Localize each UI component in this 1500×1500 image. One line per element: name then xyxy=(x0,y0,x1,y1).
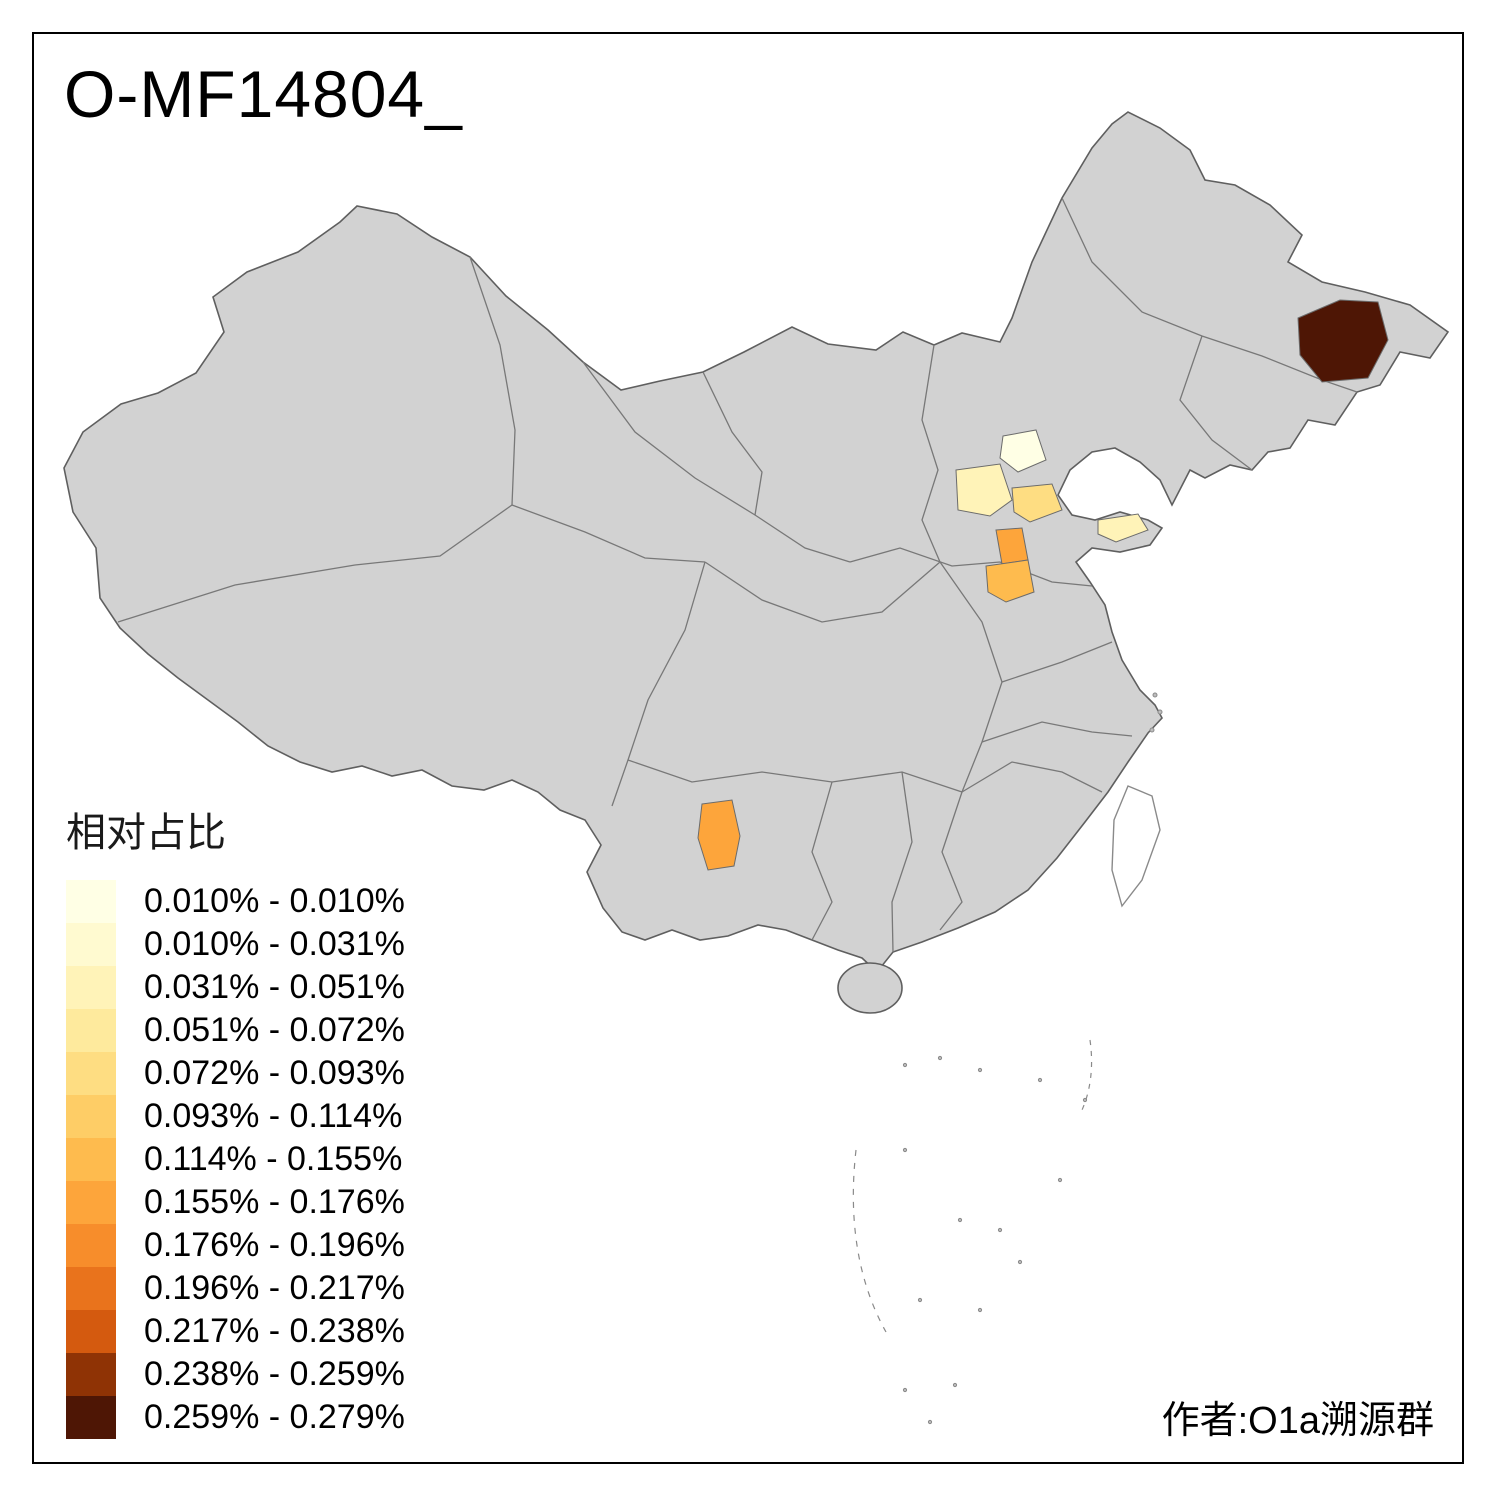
legend-item: 0.238% - 0.259% xyxy=(66,1353,405,1396)
legend-item: 0.010% - 0.031% xyxy=(66,923,405,966)
legend-rows: 0.010% - 0.010% 0.010% - 0.031% 0.031% -… xyxy=(66,880,405,1439)
legend-item: 0.196% - 0.217% xyxy=(66,1267,405,1310)
legend-label: 0.031% - 0.051% xyxy=(144,968,405,1006)
legend-swatch xyxy=(66,1095,116,1138)
legend-item: 0.259% - 0.279% xyxy=(66,1396,405,1439)
legend-swatch xyxy=(66,923,116,966)
legend-label: 0.238% - 0.259% xyxy=(144,1355,405,1393)
region-shandong-southwest xyxy=(985,559,1035,603)
page-title: O-MF14804_ xyxy=(64,57,463,131)
region-northeast-dark xyxy=(1297,299,1389,383)
legend-label: 0.217% - 0.238% xyxy=(144,1312,405,1350)
region-beijing-pale xyxy=(999,429,1047,473)
region-yunnan-central xyxy=(697,799,741,871)
legend-swatch xyxy=(66,1267,116,1310)
legend-item: 0.217% - 0.238% xyxy=(66,1310,405,1353)
legend-label: 0.010% - 0.010% xyxy=(144,882,405,920)
legend-item: 0.031% - 0.051% xyxy=(66,966,405,1009)
legend-label: 0.259% - 0.279% xyxy=(144,1398,405,1436)
legend-label: 0.114% - 0.155% xyxy=(144,1140,403,1178)
legend-title: 相对占比 xyxy=(66,811,226,855)
legend-swatch xyxy=(66,1138,116,1181)
south-china-sea-islands xyxy=(852,692,1163,1425)
legend-label: 0.155% - 0.176% xyxy=(144,1183,405,1221)
plot-frame xyxy=(32,32,1464,1464)
china-mainland-outline xyxy=(63,111,1450,974)
legend-item: 0.155% - 0.176% xyxy=(66,1181,405,1224)
legend-label: 0.196% - 0.217% xyxy=(144,1269,405,1307)
legend: 相对占比 0.010% - 0.010% 0.010% - 0.031% 0.0… xyxy=(66,800,405,1439)
legend-swatch xyxy=(66,1396,116,1439)
legend-swatch xyxy=(66,1052,116,1095)
legend-item: 0.176% - 0.196% xyxy=(66,1224,405,1267)
legend-item: 0.072% - 0.093% xyxy=(66,1052,405,1095)
region-shandong-west xyxy=(995,527,1029,565)
legend-label: 0.010% - 0.031% xyxy=(144,925,405,963)
legend-item: 0.051% - 0.072% xyxy=(66,1009,405,1052)
legend-item: 0.114% - 0.155% xyxy=(66,1138,405,1181)
legend-swatch xyxy=(66,1181,116,1224)
legend-swatch xyxy=(66,880,116,923)
hainan-island xyxy=(837,962,903,1014)
legend-label: 0.072% - 0.093% xyxy=(144,1054,405,1092)
legend-swatch xyxy=(66,1353,116,1396)
province-boundaries xyxy=(117,197,1358,953)
legend-item: 0.093% - 0.114% xyxy=(66,1095,405,1138)
choropleth-regions xyxy=(697,299,1389,871)
legend-label: 0.176% - 0.196% xyxy=(144,1226,405,1264)
legend-item: 0.010% - 0.010% xyxy=(66,880,405,923)
legend-label: 0.093% - 0.114% xyxy=(144,1097,403,1135)
legend-swatch xyxy=(66,1224,116,1267)
legend-swatch xyxy=(66,1310,116,1353)
author-credit: 作者:O1a溯源群 xyxy=(1161,1400,1434,1442)
region-hebei-east xyxy=(1011,483,1063,523)
legend-swatch xyxy=(66,966,116,1009)
legend-label: 0.051% - 0.072% xyxy=(144,1011,405,1049)
taiwan-island xyxy=(1111,785,1161,908)
legend-swatch xyxy=(66,1009,116,1052)
region-shandong-peninsula xyxy=(1097,513,1149,543)
region-hebei-west xyxy=(955,463,1013,517)
